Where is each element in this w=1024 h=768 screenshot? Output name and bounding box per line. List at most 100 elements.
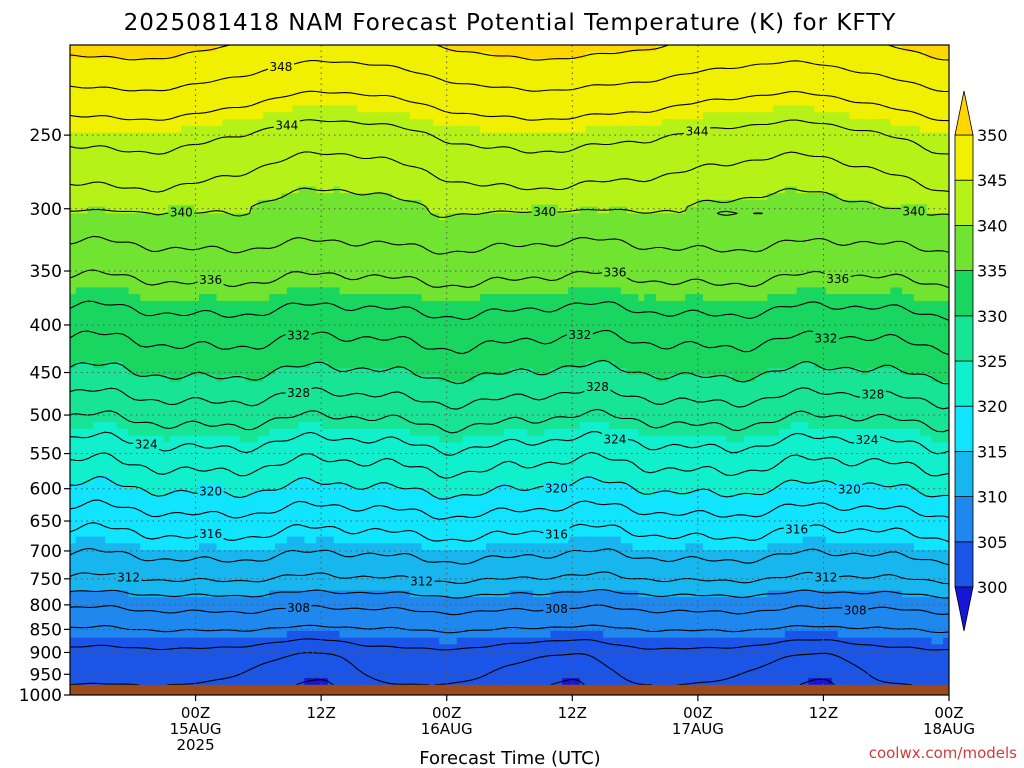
fill-cell bbox=[163, 65, 171, 73]
fill-cell bbox=[99, 247, 106, 255]
fill-cell bbox=[327, 45, 335, 53]
fill-cell bbox=[843, 58, 850, 66]
fill-cell bbox=[573, 233, 581, 241]
fill-cell bbox=[550, 139, 557, 147]
fill-cell bbox=[111, 159, 118, 167]
fill-cell bbox=[784, 206, 792, 214]
fill-cell bbox=[491, 179, 499, 188]
fill-cell bbox=[321, 267, 329, 275]
fill-cell bbox=[456, 213, 464, 221]
fill-cell bbox=[286, 71, 294, 80]
fill-cell bbox=[773, 132, 780, 140]
fill-cell bbox=[152, 166, 159, 174]
fill-cell bbox=[234, 45, 241, 53]
fill-cell bbox=[820, 233, 827, 241]
fill-cell bbox=[234, 193, 241, 201]
fill-cell bbox=[884, 179, 891, 188]
fill-cell bbox=[474, 206, 481, 214]
fill-cell bbox=[286, 186, 294, 194]
fill-cell bbox=[573, 98, 581, 107]
fill-cell bbox=[486, 45, 493, 53]
fill-cell bbox=[222, 172, 229, 181]
fill-cell bbox=[163, 220, 171, 228]
fill-cell bbox=[661, 253, 669, 262]
fill-cell bbox=[374, 226, 382, 235]
fill-cell bbox=[462, 71, 470, 80]
fill-cell bbox=[861, 92, 868, 100]
fill-cell bbox=[134, 112, 141, 120]
fill-cell bbox=[70, 45, 77, 53]
fill-cell bbox=[439, 78, 446, 87]
fill-cell bbox=[169, 139, 177, 147]
fill-cell bbox=[122, 65, 130, 73]
fill-cell bbox=[462, 51, 470, 60]
fill-cell bbox=[679, 220, 686, 228]
fill-cell bbox=[122, 98, 130, 107]
fill-cell bbox=[386, 159, 393, 167]
fill-cell bbox=[937, 58, 944, 66]
fill-cell bbox=[134, 233, 141, 241]
fill-cell bbox=[363, 179, 370, 188]
fill-cell bbox=[878, 112, 886, 120]
fill-cell bbox=[878, 172, 886, 181]
fill-cell bbox=[75, 199, 83, 208]
fill-cell bbox=[831, 119, 839, 127]
fill-cell bbox=[134, 226, 141, 235]
fill-cell bbox=[743, 240, 751, 248]
fill-cell bbox=[298, 260, 305, 268]
fill-cell bbox=[538, 179, 546, 188]
fill-cell bbox=[702, 92, 710, 100]
fill-cell bbox=[363, 58, 370, 66]
fill-cell bbox=[275, 267, 282, 275]
fill-cell bbox=[943, 186, 949, 194]
fill-cell bbox=[87, 247, 95, 255]
fill-cell bbox=[251, 112, 259, 120]
fill-cell bbox=[210, 226, 218, 235]
fill-cell bbox=[228, 125, 235, 134]
fill-cell bbox=[298, 199, 305, 208]
fill-cell bbox=[661, 139, 669, 147]
fill-cell bbox=[368, 186, 376, 194]
fill-cell bbox=[702, 159, 710, 167]
fill-cell bbox=[720, 51, 727, 60]
fill-cell bbox=[433, 45, 440, 53]
fill-cell bbox=[439, 240, 446, 248]
fill-cell bbox=[456, 119, 464, 127]
fill-cell bbox=[872, 146, 880, 154]
fill-cell bbox=[181, 247, 188, 255]
fill-cell bbox=[398, 206, 405, 214]
fill-cell bbox=[157, 172, 165, 181]
fill-cell bbox=[263, 78, 270, 87]
fill-cell bbox=[222, 45, 229, 53]
fill-cell bbox=[573, 78, 581, 87]
fill-cell bbox=[87, 58, 95, 66]
fill-cell bbox=[321, 166, 329, 174]
fill-cell bbox=[81, 260, 89, 268]
fill-cell bbox=[427, 58, 434, 66]
fill-cell bbox=[661, 146, 669, 154]
fill-cell bbox=[450, 112, 458, 120]
fill-cell bbox=[310, 105, 317, 113]
fill-cell bbox=[673, 105, 681, 113]
fill-cell bbox=[667, 125, 675, 134]
fill-cell bbox=[714, 146, 722, 154]
fill-cell bbox=[714, 112, 722, 120]
fill-cell bbox=[368, 125, 376, 134]
fill-cell bbox=[292, 206, 300, 214]
fill-cell bbox=[357, 92, 364, 100]
fill-cell bbox=[626, 146, 634, 154]
fill-cell bbox=[216, 226, 223, 235]
fill-cell bbox=[409, 159, 417, 167]
fill-cell bbox=[550, 45, 557, 53]
fill-cell bbox=[726, 260, 733, 268]
fill-cell bbox=[140, 65, 147, 73]
fill-cell bbox=[726, 199, 733, 208]
fill-cell bbox=[456, 240, 464, 248]
fill-cell bbox=[708, 152, 716, 161]
fill-cell bbox=[614, 179, 622, 188]
fill-cell bbox=[579, 260, 587, 268]
fill-cell bbox=[767, 260, 774, 268]
fill-cell bbox=[726, 146, 733, 154]
fill-cell bbox=[193, 45, 200, 53]
fill-cell bbox=[374, 105, 382, 113]
